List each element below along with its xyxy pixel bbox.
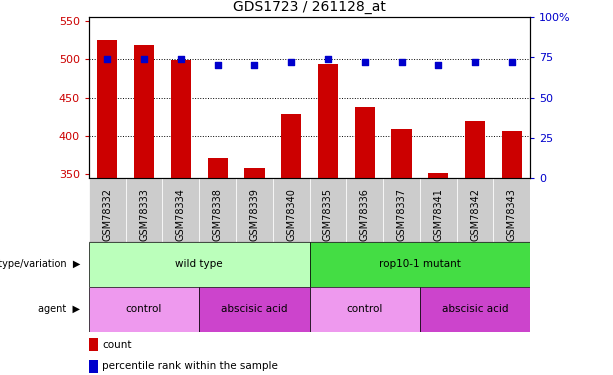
Bar xyxy=(89,178,126,242)
Bar xyxy=(97,40,118,178)
Text: GSM78335: GSM78335 xyxy=(323,188,333,241)
Bar xyxy=(318,64,338,178)
Point xyxy=(102,56,112,62)
Bar xyxy=(346,178,383,242)
Point xyxy=(176,56,186,62)
Text: control: control xyxy=(346,304,383,314)
Bar xyxy=(420,287,530,332)
Bar xyxy=(428,173,449,178)
Bar xyxy=(383,178,420,242)
Text: GSM78336: GSM78336 xyxy=(360,188,370,241)
Text: count: count xyxy=(102,340,132,350)
Text: GSM78338: GSM78338 xyxy=(213,188,223,241)
Bar xyxy=(392,129,412,178)
Bar xyxy=(126,178,162,242)
Text: control: control xyxy=(126,304,162,314)
Text: GSM78343: GSM78343 xyxy=(507,188,517,241)
Text: abscisic acid: abscisic acid xyxy=(442,304,508,314)
Bar xyxy=(89,360,97,373)
Bar xyxy=(281,114,302,178)
Text: GSM78341: GSM78341 xyxy=(433,188,443,241)
Bar xyxy=(310,242,530,287)
Bar xyxy=(199,287,310,332)
Point xyxy=(323,56,333,62)
Bar xyxy=(89,242,310,287)
Point xyxy=(397,59,406,65)
Bar xyxy=(199,178,236,242)
Bar xyxy=(310,287,420,332)
Text: GSM78339: GSM78339 xyxy=(249,188,259,241)
Text: genotype/variation  ▶: genotype/variation ▶ xyxy=(0,260,80,269)
Point xyxy=(249,62,259,68)
Point xyxy=(470,59,480,65)
Point xyxy=(139,56,149,62)
Bar xyxy=(207,158,228,178)
Bar xyxy=(310,178,346,242)
Point xyxy=(507,59,517,65)
Bar xyxy=(465,120,485,178)
Text: GSM78333: GSM78333 xyxy=(139,188,149,241)
Bar xyxy=(457,178,493,242)
Bar xyxy=(170,60,191,178)
Bar xyxy=(420,178,457,242)
Bar xyxy=(355,107,375,178)
Point xyxy=(286,59,296,65)
Text: percentile rank within the sample: percentile rank within the sample xyxy=(102,362,278,371)
Text: GSM78337: GSM78337 xyxy=(397,188,406,241)
Text: GSM78334: GSM78334 xyxy=(176,188,186,241)
Point xyxy=(433,62,443,68)
Title: GDS1723 / 261128_at: GDS1723 / 261128_at xyxy=(233,0,386,15)
Point xyxy=(213,62,223,68)
Text: abscisic acid: abscisic acid xyxy=(221,304,287,314)
Bar xyxy=(134,45,154,178)
Bar xyxy=(236,178,273,242)
Bar xyxy=(89,287,199,332)
Point xyxy=(360,59,370,65)
Text: GSM78332: GSM78332 xyxy=(102,188,112,241)
Text: GSM78340: GSM78340 xyxy=(286,188,296,241)
Bar xyxy=(89,338,97,351)
Text: wild type: wild type xyxy=(175,260,223,269)
Bar xyxy=(502,131,522,178)
Bar xyxy=(493,178,530,242)
Text: rop10-1 mutant: rop10-1 mutant xyxy=(379,260,461,269)
Text: agent  ▶: agent ▶ xyxy=(38,304,80,314)
Bar xyxy=(273,178,310,242)
Bar xyxy=(162,178,199,242)
Text: GSM78342: GSM78342 xyxy=(470,188,480,241)
Bar xyxy=(244,168,265,178)
